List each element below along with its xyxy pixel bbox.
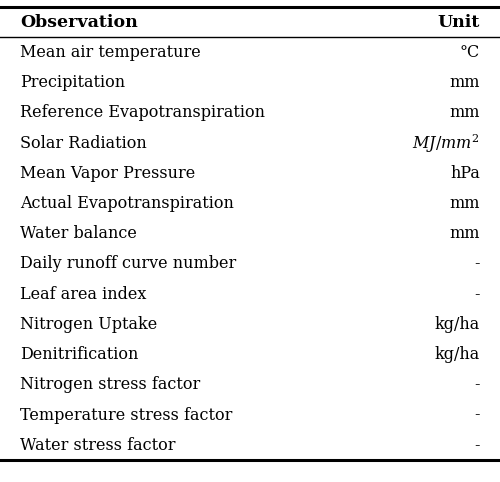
Text: Nitrogen Uptake: Nitrogen Uptake [20, 316, 157, 333]
Text: -: - [474, 255, 480, 272]
Text: mm: mm [450, 105, 480, 121]
Text: mm: mm [450, 225, 480, 242]
Text: Precipitation: Precipitation [20, 74, 125, 91]
Text: -: - [474, 437, 480, 454]
Text: kg/ha: kg/ha [435, 316, 480, 333]
Text: Water balance: Water balance [20, 225, 137, 242]
Text: -: - [474, 376, 480, 393]
Text: Daily runoff curve number: Daily runoff curve number [20, 255, 236, 272]
Text: Temperature stress factor: Temperature stress factor [20, 406, 233, 424]
Text: Water stress factor: Water stress factor [20, 437, 176, 454]
Text: Unit: Unit [438, 14, 480, 31]
Text: Mean air temperature: Mean air temperature [20, 44, 201, 61]
Text: hPa: hPa [450, 165, 480, 182]
Text: Nitrogen stress factor: Nitrogen stress factor [20, 376, 200, 393]
Text: kg/ha: kg/ha [435, 346, 480, 363]
Text: $MJ/mm^2$: $MJ/mm^2$ [412, 132, 480, 155]
Text: Actual Evapotranspiration: Actual Evapotranspiration [20, 195, 234, 212]
Text: -: - [474, 286, 480, 303]
Text: -: - [474, 406, 480, 424]
Text: mm: mm [450, 195, 480, 212]
Text: °C: °C [460, 44, 480, 61]
Text: Denitrification: Denitrification [20, 346, 138, 363]
Text: Mean Vapor Pressure: Mean Vapor Pressure [20, 165, 195, 182]
Text: Leaf area index: Leaf area index [20, 286, 146, 303]
Text: Solar Radiation: Solar Radiation [20, 134, 147, 152]
Text: Reference Evapotranspiration: Reference Evapotranspiration [20, 105, 265, 121]
Text: Observation: Observation [20, 14, 138, 31]
Text: mm: mm [450, 74, 480, 91]
